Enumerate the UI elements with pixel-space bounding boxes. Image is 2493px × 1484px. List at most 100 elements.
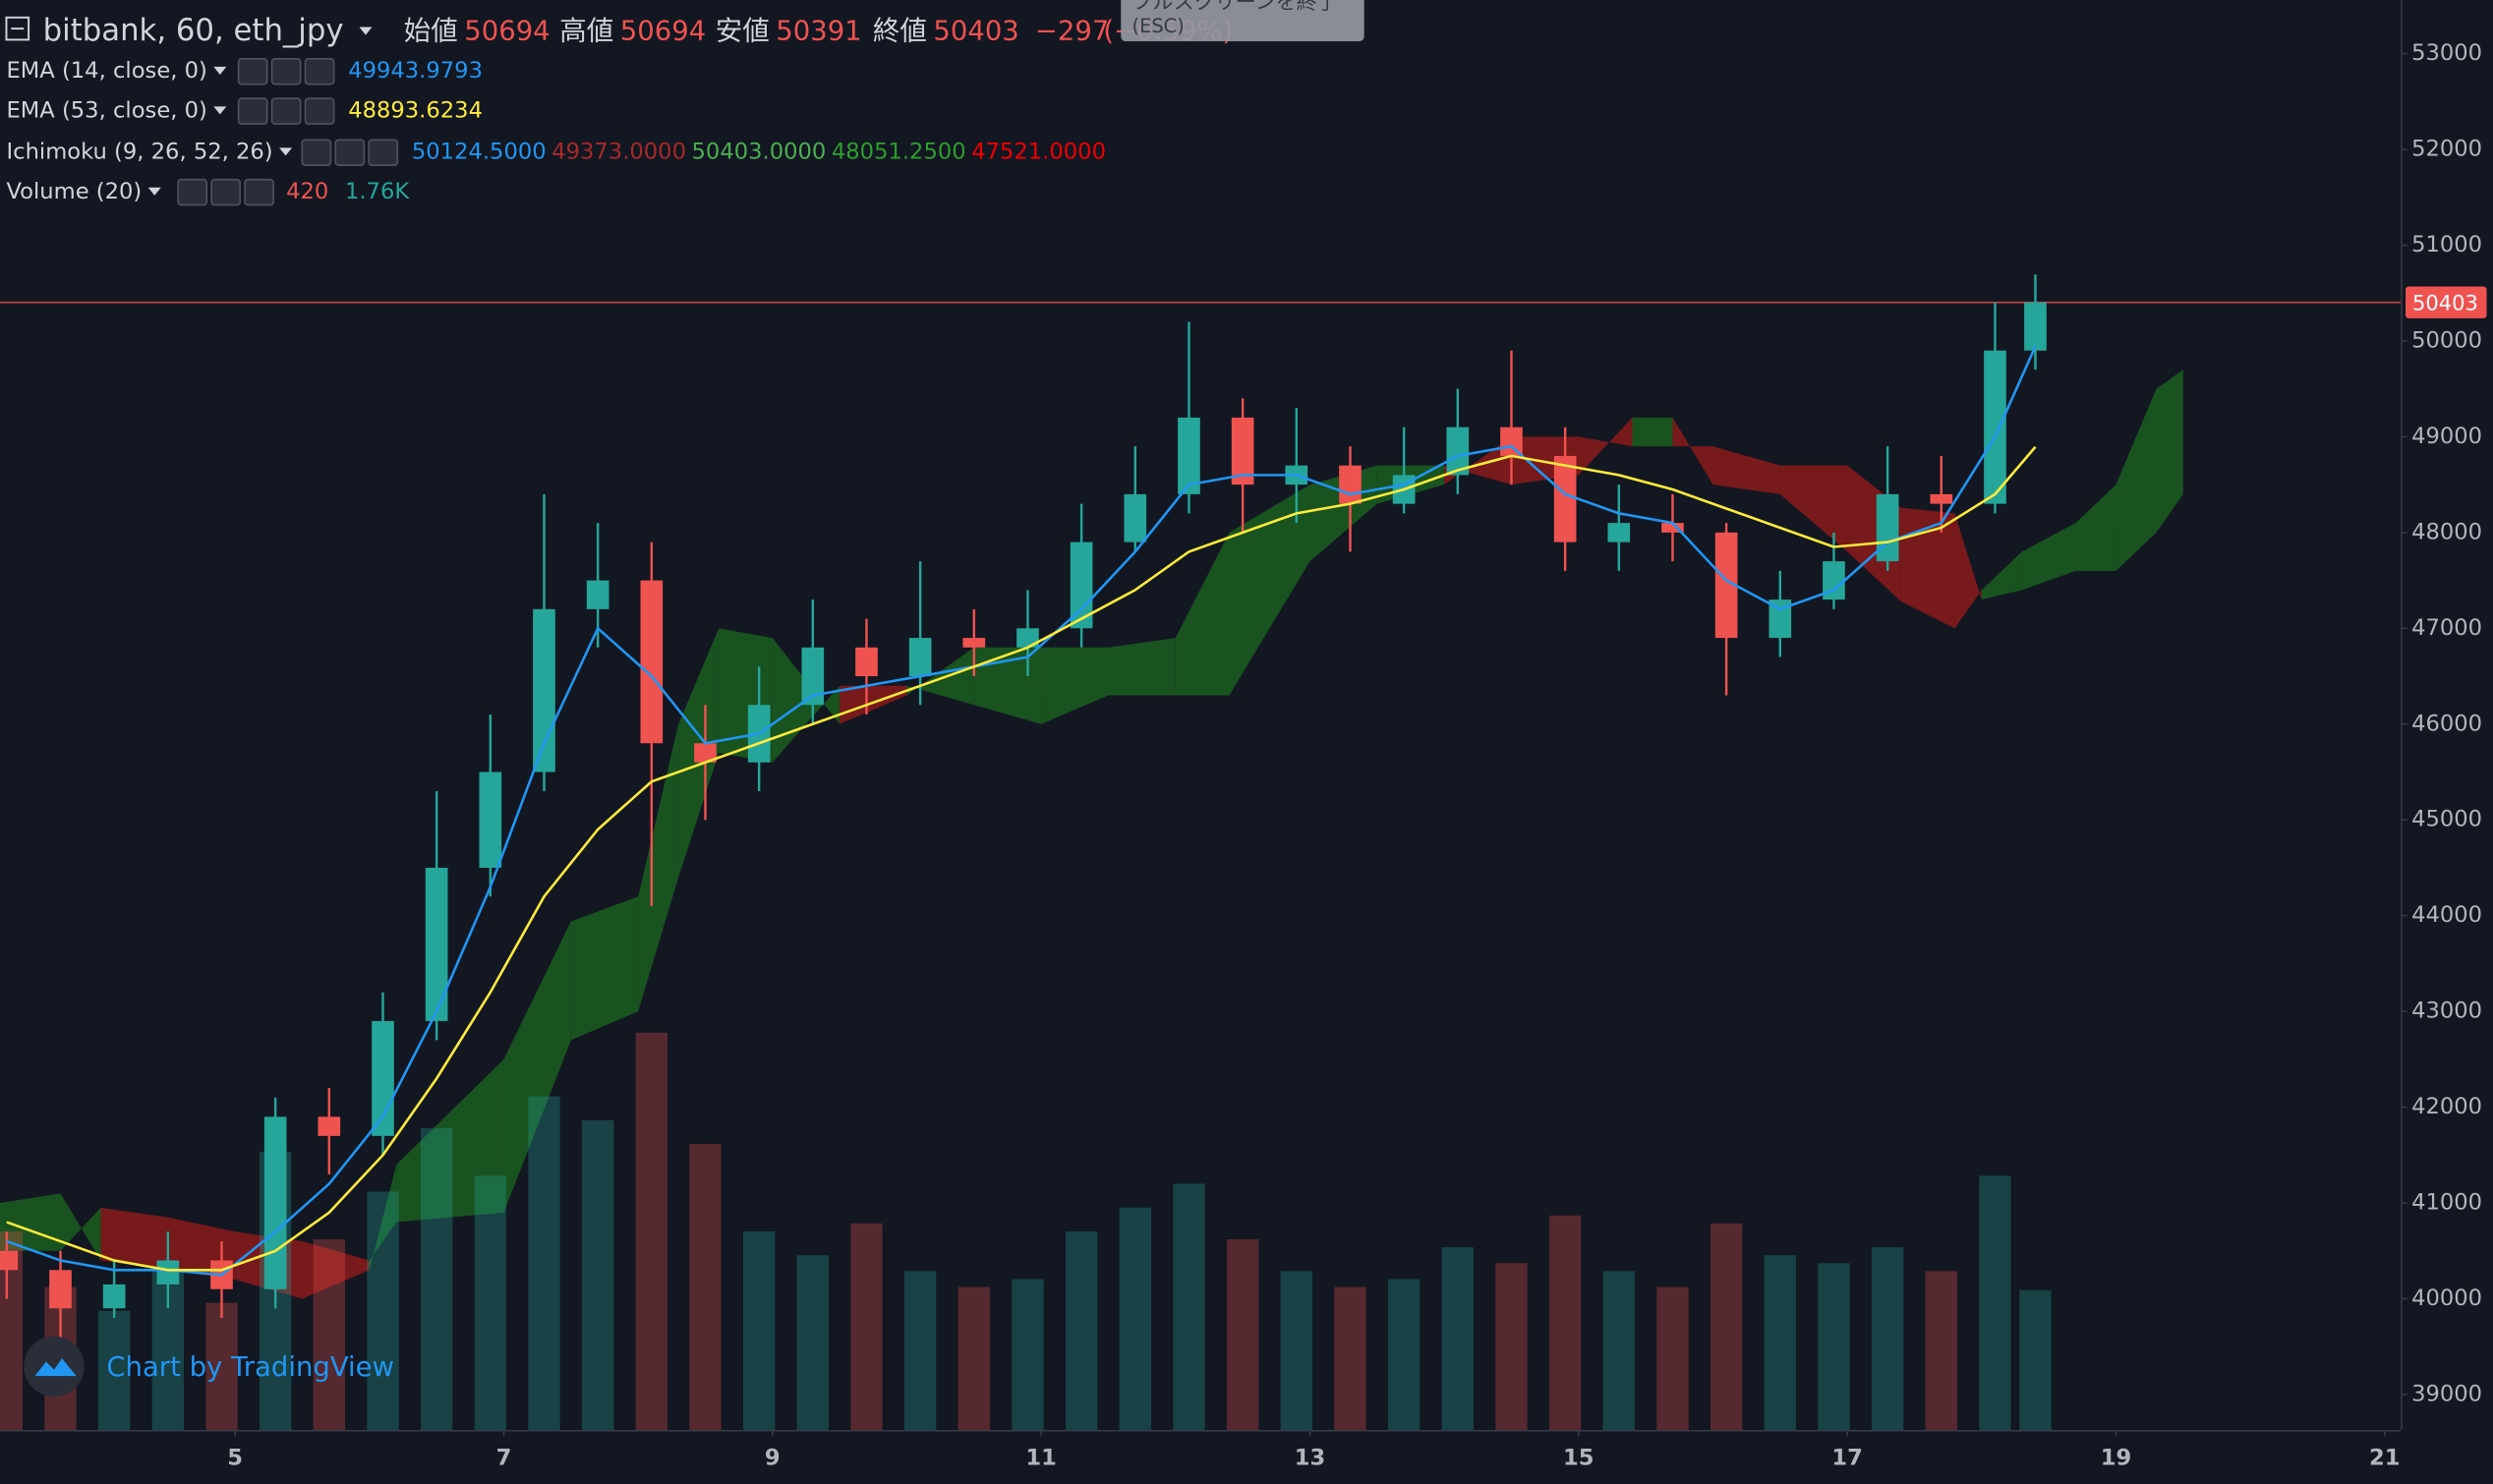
ichimoku-cloud [906, 647, 974, 706]
visibility-button[interactable] [177, 178, 208, 206]
y-tick-label: 39000 [2411, 1381, 2482, 1406]
indicator-value: 50124.5000 [412, 140, 547, 165]
indicator-value: 48051.2500 [832, 140, 966, 165]
indicator-name[interactable]: Ichimoku (9, 26, 52, 26) [6, 140, 272, 165]
candle-body [1124, 493, 1147, 542]
candle-body [962, 638, 986, 648]
y-tick-label: 51000 [2411, 232, 2482, 257]
ichimoku-cloud [2021, 523, 2076, 591]
ichimoku-cloud [1981, 551, 2022, 600]
y-tick-label: 50000 [2411, 327, 2482, 353]
ichimoku-cloud [1041, 647, 1109, 724]
visibility-button[interactable] [237, 58, 268, 86]
candle-body [318, 1116, 341, 1136]
volume-bar [1226, 1239, 1259, 1431]
indicator-value: 47521.0000 [971, 140, 1106, 165]
candle-body [1070, 542, 1093, 629]
watermark-text[interactable]: Chart by TradingView [106, 1351, 394, 1383]
volume-bar [1173, 1183, 1205, 1431]
indicator-name[interactable]: Volume (20) [6, 179, 142, 204]
volume-bar [1548, 1215, 1582, 1431]
indicator-value: 420 [286, 179, 328, 204]
y-tick-label: 48000 [2411, 519, 2482, 544]
collapse-toggle[interactable] [5, 16, 30, 41]
indicator-name[interactable]: EMA (53, close, 0) [6, 98, 206, 124]
volume-bar [1495, 1263, 1528, 1431]
candle-body [908, 638, 932, 677]
remove-button[interactable] [244, 178, 274, 206]
x-tick-label: 5 [227, 1446, 243, 1471]
candle-body [1876, 493, 1899, 562]
indicator-menu-arrow[interactable] [279, 147, 293, 156]
ichimoku-cloud [396, 1058, 504, 1223]
visibility-button[interactable] [301, 139, 332, 166]
volume-bar [1065, 1230, 1098, 1431]
candle-body [479, 771, 502, 868]
ichimoku-cloud [1229, 485, 1310, 696]
ohlc-label: 高値 [559, 15, 613, 46]
watermark-logo-mark [34, 1358, 77, 1377]
volume-bar [850, 1223, 883, 1431]
settings-button[interactable] [210, 178, 242, 206]
indicator-menu-arrow[interactable] [147, 187, 161, 196]
settings-button[interactable] [270, 97, 302, 125]
y-tick-label: 40000 [2411, 1285, 2482, 1311]
volume-bar [1710, 1223, 1743, 1431]
indicator-value: 49373.0000 [551, 140, 686, 165]
ohlc-value: 50694 [464, 15, 550, 46]
candle-body [586, 580, 609, 609]
volume-bar [1764, 1255, 1796, 1431]
x-tick-label: 11 [1025, 1446, 1057, 1471]
settings-button[interactable] [270, 58, 302, 86]
volume-bar [957, 1286, 990, 1431]
remove-button[interactable] [304, 58, 335, 86]
y-tick-label: 53000 [2411, 40, 2482, 66]
volume-bar [742, 1230, 776, 1431]
candle-body [1768, 599, 1792, 639]
ichimoku-cloud [1900, 507, 1955, 629]
settings-button[interactable] [334, 139, 366, 166]
ichimoku-cloud [2116, 388, 2157, 571]
volume-bar [796, 1255, 829, 1431]
visibility-button[interactable] [237, 97, 268, 125]
remove-button[interactable] [304, 97, 335, 125]
x-tick-label: 13 [1295, 1446, 1326, 1471]
remove-button[interactable] [368, 139, 399, 166]
indicator-value: 1.76K [345, 179, 410, 204]
dropdown-arrow[interactable] [359, 27, 373, 35]
volume-bar [903, 1271, 937, 1431]
plot-area [0, 274, 2402, 1431]
volume-bar [97, 1310, 131, 1431]
volume-bar [1818, 1263, 1850, 1431]
y-tick-label: 45000 [2411, 807, 2482, 832]
ichimoku-cloud [1632, 417, 1673, 447]
volume-bar [367, 1191, 399, 1431]
candle-body [1446, 427, 1470, 476]
ohlc-value: 50391 [776, 15, 861, 46]
indicator-menu-arrow[interactable] [213, 66, 227, 75]
volume-bar [1925, 1271, 1957, 1431]
candle-body [102, 1284, 126, 1309]
candle-body [1984, 350, 2006, 504]
watermark-logo[interactable] [24, 1336, 85, 1398]
indicator-menu-arrow[interactable] [213, 106, 227, 115]
price-axis-bg [2401, 0, 2493, 1484]
tooltip-text: (ESC) [1132, 15, 1185, 37]
ichimoku-cloud [1712, 446, 1780, 494]
ichimoku-cloud [100, 1207, 168, 1271]
volume-bar [1280, 1271, 1312, 1431]
ichimoku-cloud [1175, 532, 1230, 696]
candle-body [49, 1270, 72, 1309]
volume-bar [1334, 1286, 1366, 1431]
candle-body [1553, 455, 1577, 542]
indicator-name[interactable]: EMA (14, close, 0) [6, 58, 206, 84]
tooltip [1121, 0, 1364, 42]
candle-body [801, 647, 825, 706]
ohlc-value: 50694 [620, 15, 706, 46]
x-tick-label: 21 [2369, 1446, 2401, 1471]
symbol-title[interactable]: bitbank, 60, eth_jpy [43, 13, 344, 48]
y-tick-label: 47000 [2411, 615, 2482, 641]
ichimoku-cloud [1108, 638, 1176, 696]
